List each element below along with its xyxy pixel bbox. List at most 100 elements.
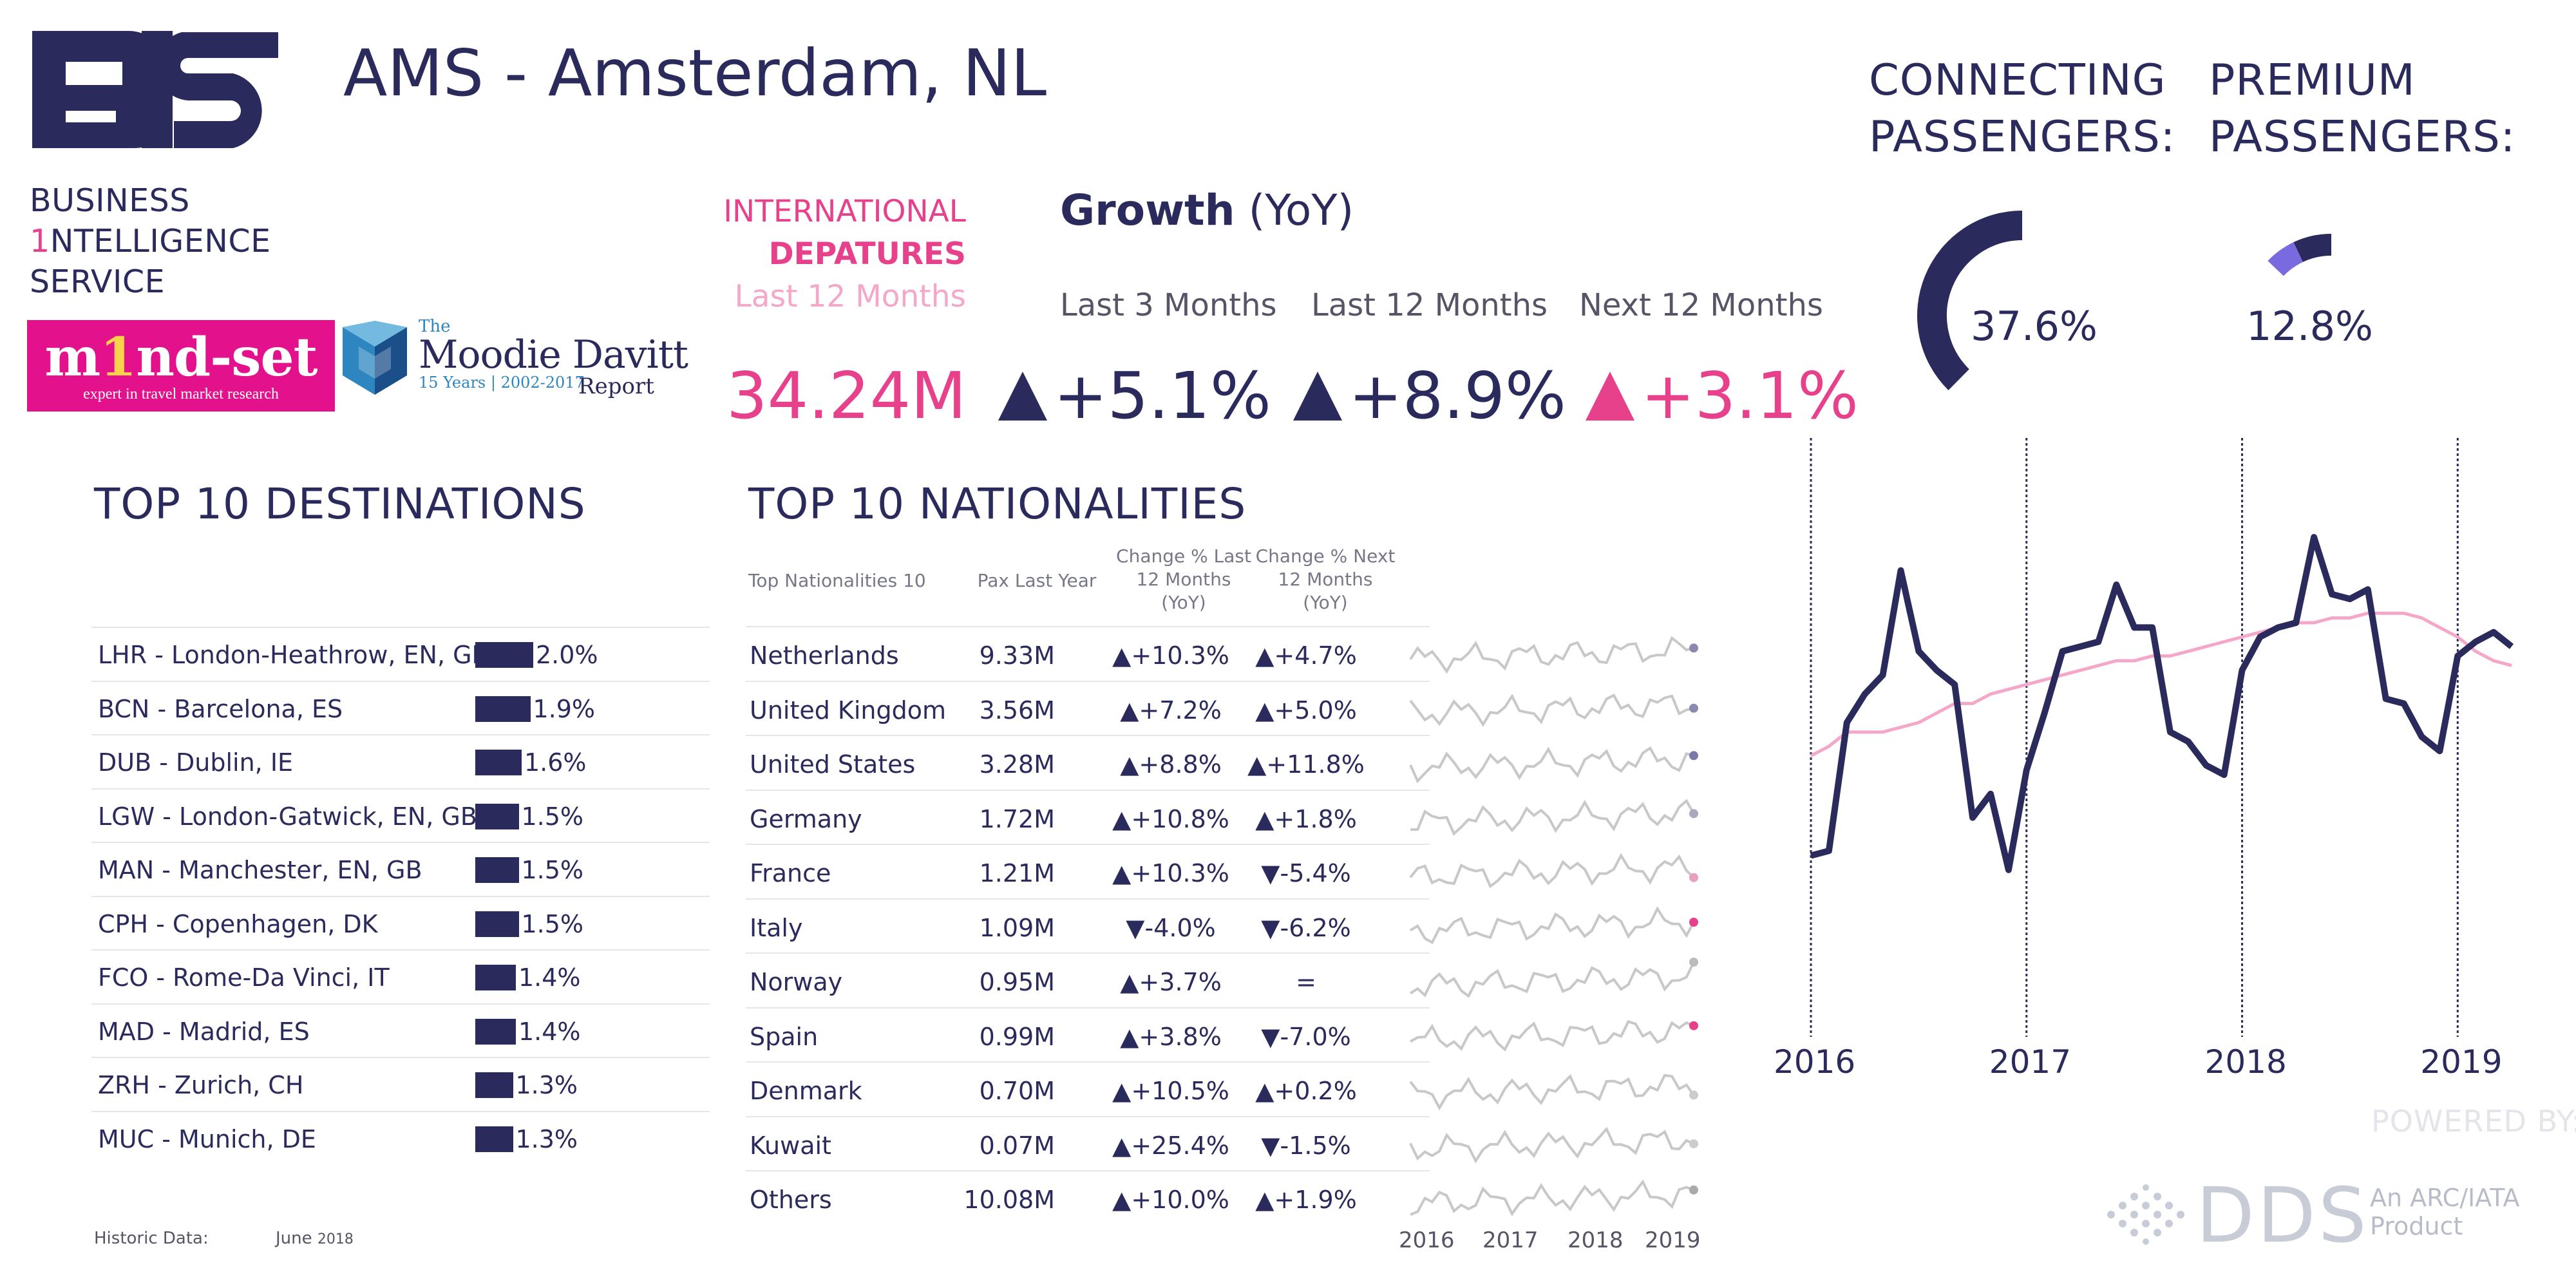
nationality-change-next: ▼-7.0%: [1242, 1023, 1370, 1051]
growth-next-12-months: +3.1%: [1586, 358, 1859, 433]
destination-row: LHR - London-Heathrow, EN, GB 2.0%: [91, 627, 710, 681]
sparkline: [1409, 961, 1695, 998]
destination-label: BCN - Barcelona, ES: [98, 694, 343, 723]
destination-row: MAD - Madrid, ES 1.4%: [91, 1003, 710, 1058]
nationality-change-next: ▼-5.4%: [1242, 859, 1370, 887]
sparkline-end-dot: [1689, 643, 1698, 653]
destination-bar: [475, 911, 519, 937]
nationality-change-next: ▼-6.2%: [1242, 914, 1370, 942]
sparkline-year-label: 2016: [1399, 1227, 1455, 1253]
destination-label: LHR - London-Heathrow, EN, GB: [98, 641, 489, 669]
nationality-pax: 1.72M: [979, 804, 1055, 833]
sparkline-end-dot: [1689, 1139, 1698, 1149]
sparkline-end-dot: [1689, 809, 1698, 819]
growth-next-12-months-value: +3.1%: [1641, 358, 1859, 433]
mindset-accent: 1: [100, 327, 137, 388]
nationality-change-last: ▲+10.8%: [1106, 805, 1235, 833]
arc-line-2: Product: [2370, 1212, 2463, 1240]
change-arrow-icon: ▲: [1120, 696, 1139, 724]
change-last-value: +3.7%: [1139, 968, 1222, 996]
sparkline-end-dot: [1689, 751, 1698, 761]
sparkline: [1409, 1019, 1694, 1052]
growth-unit: (YoY): [1248, 185, 1354, 235]
growth-last-12-months-value: +8.9%: [1349, 358, 1566, 433]
destination-pct: 1.4%: [518, 963, 581, 992]
nationality-pax: 0.95M: [979, 968, 1055, 996]
change-arrow-icon: ▼: [1261, 1022, 1280, 1051]
nationality-row: Germany 1.72M ▲+10.8% ▲+1.8%: [746, 789, 1430, 845]
nationality-pax: 3.56M: [979, 696, 1055, 724]
nationality-row: Spain 0.99M ▲+3.8% ▼-7.0%: [746, 1007, 1430, 1063]
nationality-change-last: ▲+3.8%: [1106, 1023, 1235, 1051]
change-arrow-icon: ▲: [1112, 1186, 1132, 1214]
nat-header-change-next-3: (YoY): [1303, 592, 1348, 613]
intl-label: INTERNATIONAL: [723, 194, 966, 229]
bis-line-intelligence: 1NTELLIGENCE: [30, 221, 271, 261]
nationality-pax: 9.33M: [979, 641, 1055, 670]
change-arrow-icon: ▲: [1255, 696, 1274, 724]
change-arrow-icon: ▲: [1112, 1077, 1132, 1105]
sparkline-year-label: 2018: [1567, 1227, 1624, 1253]
trend-series-line: [1810, 611, 2512, 757]
destination-label: MAD - Madrid, ES: [98, 1017, 310, 1046]
connecting-value: 37.6%: [1971, 303, 2098, 350]
nationality-change-last: ▲+10.3%: [1106, 641, 1235, 670]
nationality-change-next: ▲+0.2%: [1242, 1077, 1370, 1105]
destination-pct: 1.4%: [518, 1017, 581, 1046]
nationality-row: Norway 0.95M ▲+3.7% =: [746, 952, 1430, 1008]
nat-header-change-next: Change % Next 12 Months (YoY): [1248, 545, 1403, 614]
growth-last-12-months: +8.9%: [1293, 358, 1566, 433]
change-last-value: +10.3%: [1131, 641, 1229, 670]
nationality-row: Italy 1.09M ▼-4.0% ▼-6.2%: [746, 898, 1430, 954]
nat-header-change-last-3: (YoY): [1161, 592, 1206, 613]
change-last-value: +7.2%: [1139, 696, 1222, 724]
line-chart-year-label: 2016: [1774, 1043, 1856, 1081]
nationality-change-last: ▼-4.0%: [1106, 914, 1235, 942]
destination-bar: [475, 1126, 513, 1152]
change-arrow-icon: ▲: [1247, 750, 1267, 779]
sparkline: [1409, 694, 1694, 727]
period-last-12-months: Last 12 Months: [1311, 287, 1548, 323]
change-arrow-icon: ▲: [1120, 968, 1139, 996]
sparkline-end-dot: [1689, 873, 1698, 882]
destinations-title: TOP 10 DESTINATIONS: [94, 479, 586, 529]
change-last-value: +10.0%: [1131, 1186, 1229, 1214]
change-arrow-icon: ▼: [1261, 1131, 1280, 1160]
moodie-the: The: [419, 317, 451, 336]
destination-row: MAN - Manchester, EN, GB 1.5%: [91, 842, 710, 896]
sparkline-end-dot: [1689, 1090, 1698, 1100]
nationality-pax: 0.70M: [979, 1077, 1055, 1105]
nat-header-name: Top Nationalities 10: [748, 570, 926, 591]
change-arrow-icon: ▼: [1261, 859, 1280, 887]
destination-row: ZRH - Zurich, CH 1.3%: [91, 1057, 710, 1112]
nat-header-change-last-2: 12 Months: [1136, 569, 1231, 590]
destination-bar: [475, 1072, 513, 1098]
bis-accent-one: 1: [30, 223, 50, 260]
nationality-row: Others 10.08M ▲+10.0% ▲+1.9%: [746, 1170, 1430, 1226]
up-triangle-icon: [1586, 372, 1634, 421]
change-arrow-icon: ▲: [1255, 641, 1274, 670]
nationality-name: Others: [750, 1186, 832, 1214]
destination-pct: 1.3%: [515, 1124, 578, 1153]
sparklines: [1409, 636, 1698, 1217]
sparkline-end-dot: [1689, 918, 1698, 927]
nationality-pax: 3.28M: [979, 750, 1055, 779]
nationality-change-last: ▲+10.3%: [1106, 859, 1235, 887]
destination-row: BCN - Barcelona, ES 1.9%: [91, 680, 710, 735]
nationality-name: Spain: [750, 1022, 819, 1051]
destination-label: MUC - Munich, DE: [98, 1124, 316, 1153]
nationality-row: Denmark 0.70M ▲+10.5% ▲+0.2%: [746, 1061, 1430, 1117]
change-last-value: +10.5%: [1131, 1077, 1229, 1105]
sparkline-year-label: 2017: [1482, 1227, 1539, 1253]
destination-label: CPH - Copenhagen, DK: [98, 909, 378, 938]
historic-data-label: Historic Data:: [94, 1229, 209, 1248]
connecting-gauge: [1917, 211, 2023, 390]
destination-label: MAN - Manchester, EN, GB: [98, 856, 422, 884]
destination-bar: [475, 642, 533, 668]
change-next-value: +0.2%: [1274, 1077, 1357, 1105]
change-last-value: +10.3%: [1131, 859, 1229, 887]
nationality-change-next: ▲+4.7%: [1242, 641, 1370, 670]
sparkline-end-dot: [1689, 958, 1698, 967]
nat-header-pax: Pax Last Year: [977, 570, 1097, 591]
main-series-line: [1810, 534, 2514, 873]
